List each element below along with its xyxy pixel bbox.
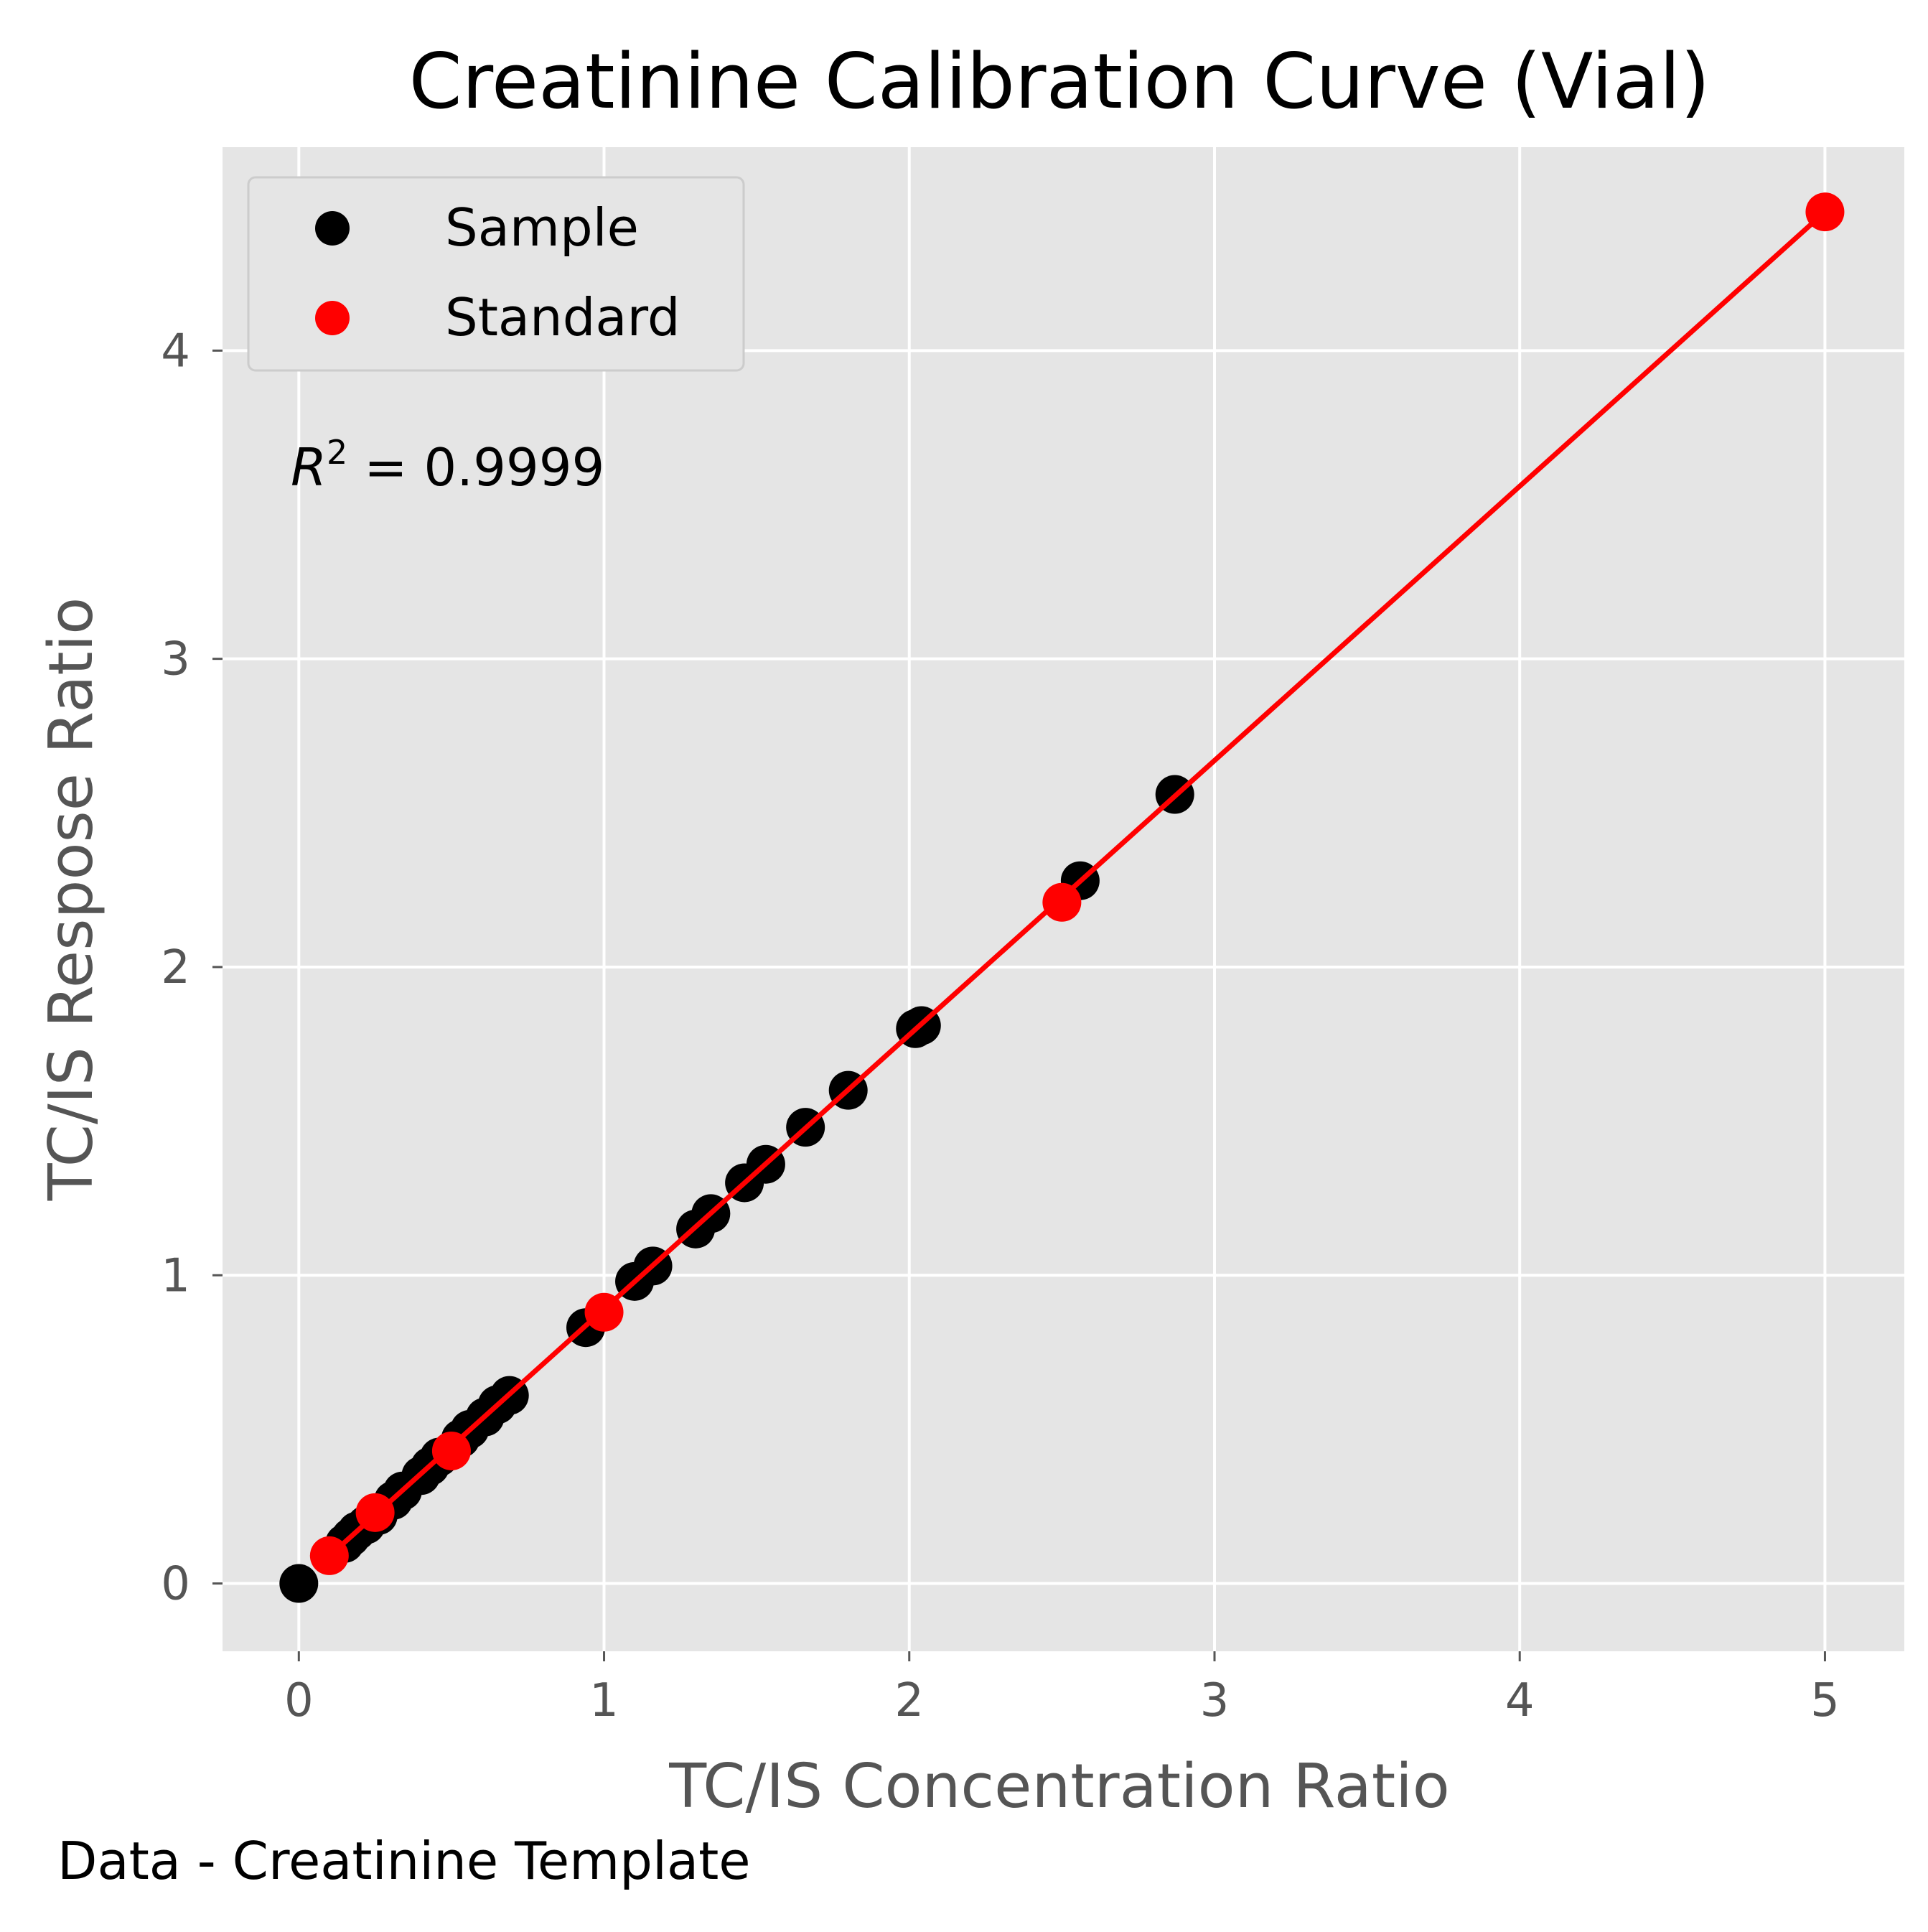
legend-marker-sample — [315, 211, 350, 246]
legend-box — [247, 176, 745, 372]
y-axis-label: TC/IS Respose Ratio — [36, 597, 107, 1202]
sample-point — [279, 1564, 319, 1603]
legend-label-standard: Standard — [445, 287, 680, 347]
y-tick-label: 3 — [161, 633, 190, 686]
standard-point — [584, 1292, 624, 1332]
x-tick-label: 5 — [1810, 1674, 1840, 1727]
y-tick-label: 0 — [161, 1558, 190, 1611]
standard-point — [1805, 192, 1845, 232]
r-squared-value: = 0.9999 — [347, 437, 604, 498]
footer-caption: Data - Creatinine Template — [57, 1831, 751, 1891]
x-tick-label: 2 — [894, 1674, 924, 1727]
standard-point — [309, 1536, 349, 1575]
fit-line-group — [327, 210, 1827, 1558]
x-tick-label: 0 — [284, 1674, 314, 1727]
x-tick-label: 3 — [1200, 1674, 1230, 1727]
legend-marker-standard — [315, 301, 350, 335]
y-tick-label: 4 — [161, 325, 190, 378]
chart-title: Creatinine Calibration Curve (Vial) — [409, 37, 1711, 126]
r-squared-symbol: R — [291, 437, 327, 498]
standard-point — [431, 1431, 471, 1470]
standard-point — [1042, 882, 1082, 922]
legend-label-sample: Sample — [445, 197, 639, 258]
x-axis-label: TC/IS Concentration Ratio — [668, 1751, 1450, 1822]
standard-point — [355, 1493, 395, 1532]
x-tick-label: 1 — [589, 1674, 619, 1727]
axis-ticks: 0 1 2 3 4 5 0 1 2 3 4 — [161, 325, 1840, 1727]
x-tick-label: 4 — [1505, 1674, 1535, 1727]
grid-lines — [223, 147, 1904, 1651]
legend: Sample Standard — [247, 176, 745, 372]
fit-line — [327, 210, 1827, 1558]
r-squared-superscript: 2 — [327, 433, 347, 472]
r-squared-annotation: R2 = 0.9999 — [291, 433, 604, 498]
y-tick-label: 2 — [161, 941, 190, 994]
y-tick-label: 1 — [161, 1249, 190, 1302]
